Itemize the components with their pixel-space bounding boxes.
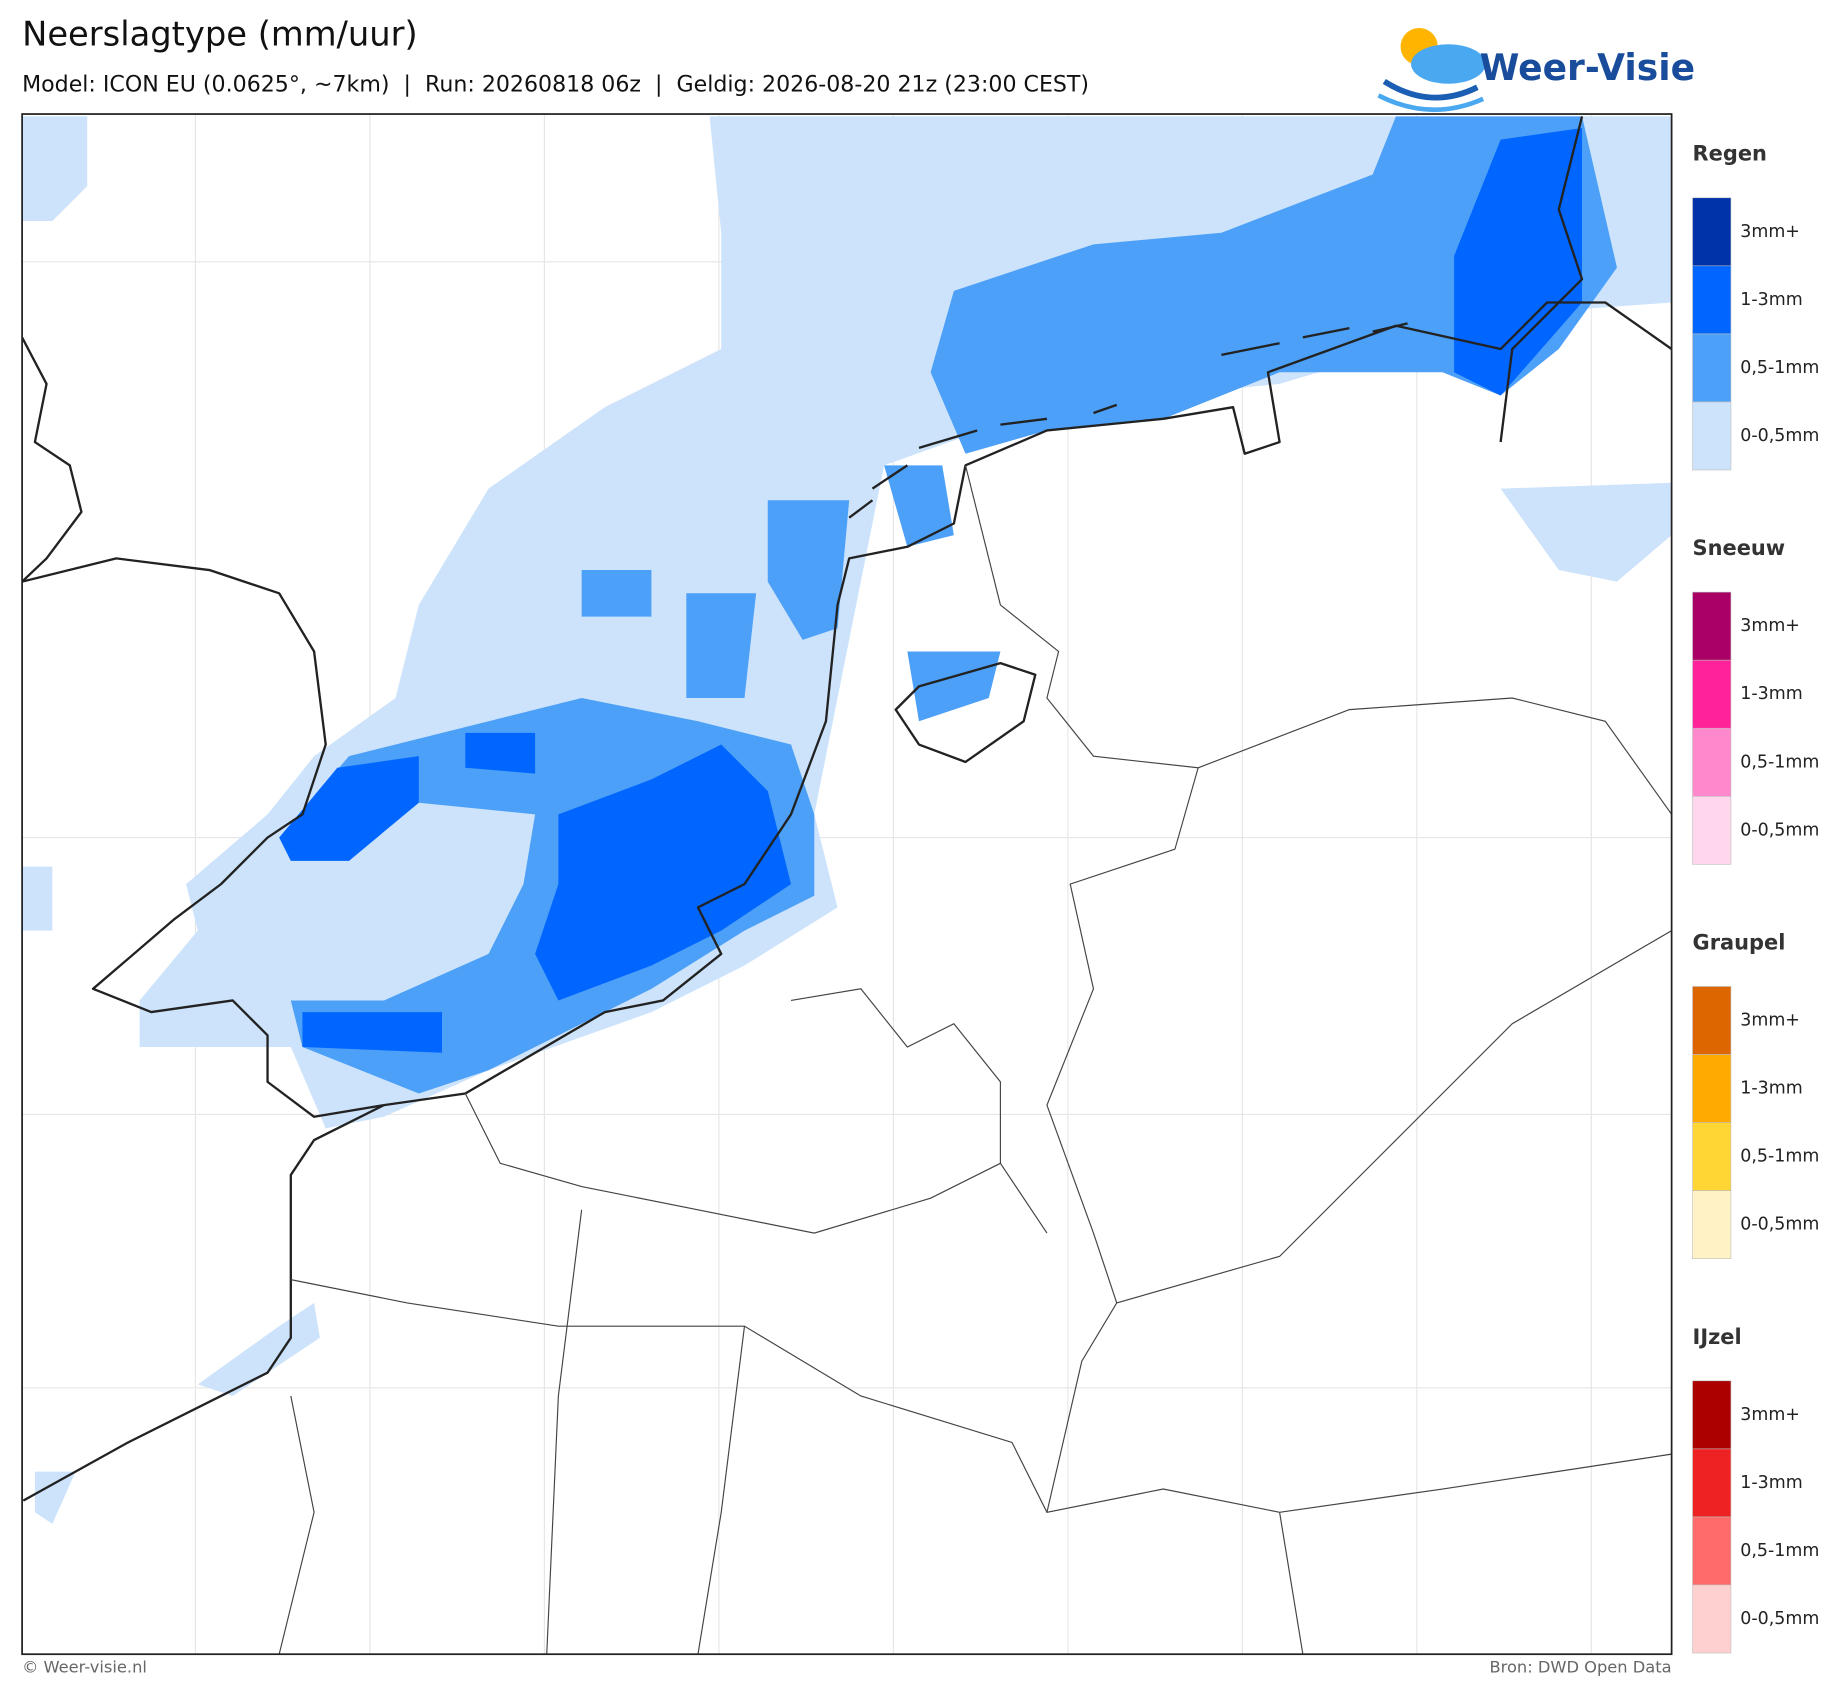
legend-group-title: IJzel [1693,1325,1742,1349]
legend-label: 0-0,5mm [1740,820,1819,840]
legend-swatch [1692,265,1732,335]
legend-label: 0,5-1mm [1740,358,1819,378]
legend-label: 0,5-1mm [1740,1147,1819,1167]
rain-heavy [279,128,1583,1053]
legend-label: 1-3mm [1740,684,1802,704]
legend-group-title: Sneeuw [1693,536,1786,560]
legend-swatch [1692,591,1732,661]
legend-label: 3mm+ [1740,616,1800,636]
legend-label: 0-0,5mm [1740,1609,1819,1629]
legend-swatch [1692,333,1732,403]
legend-label: 3mm+ [1740,1405,1800,1425]
legend-label: 0,5-1mm [1740,752,1819,772]
source: Bron: DWD Open Data [1489,1658,1671,1677]
legend-label: 1-3mm [1740,290,1802,310]
logo-icon [1377,27,1486,113]
legend-swatch [1692,401,1732,471]
legend-label: 0-0,5mm [1740,1215,1819,1235]
map [22,114,1672,1655]
legend-swatch [1692,1448,1732,1518]
logo-text: Weer-Visie [1480,47,1695,89]
subtitle: Model: ICON EU (0.0625°, ~7km) | Run: 20… [22,71,1089,97]
map-frame [21,113,1673,1656]
legend-swatch [1692,796,1732,865]
copyright: © Weer-visie.nl [22,1658,147,1677]
legend-label: 1-3mm [1740,1473,1802,1493]
coastlines [22,116,1672,1502]
legend-label: 3mm+ [1740,222,1800,242]
legend-swatch [1692,1054,1732,1123]
legend-swatch [1692,1584,1732,1654]
legend-swatch [1692,659,1732,729]
legend-swatch [1692,986,1732,1055]
legend-swatch [1692,1380,1732,1450]
legend-swatch [1692,727,1732,797]
borders [278,465,1672,1655]
legend-label: 0,5-1mm [1740,1541,1819,1561]
legend-swatch [1692,1516,1732,1586]
title: Neerslagtype (mm/uur) [22,15,418,54]
legend-label: 0-0,5mm [1740,426,1819,446]
legend-swatch [1692,1190,1732,1259]
legend: Regen 3mm+ 1-3mm 0,5-1mm 0-0,5mm Sneeuw 3mm+ 1-… [1692,142,1819,1654]
legend-group-title: Regen [1693,142,1767,166]
legend-group-title: Graupel [1693,930,1786,954]
legend-label: 3mm+ [1740,1011,1800,1031]
legend-swatch [1692,197,1732,267]
legend-swatch [1692,1122,1732,1191]
legend-label: 1-3mm [1740,1079,1802,1099]
